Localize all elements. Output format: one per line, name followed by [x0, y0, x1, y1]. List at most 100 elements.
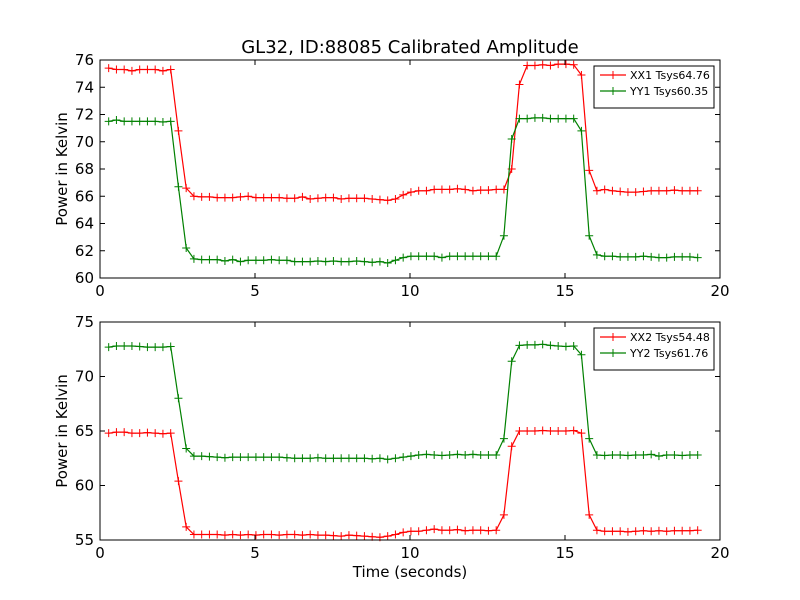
data-point — [530, 61, 539, 70]
data-point — [662, 450, 671, 459]
data-point — [561, 427, 570, 435]
data-point — [414, 252, 423, 261]
data-point — [430, 252, 439, 261]
x-tick-label: 5 — [250, 282, 260, 300]
data-point — [647, 252, 656, 261]
data-point — [546, 341, 555, 350]
x-tick-label: 10 — [400, 544, 419, 562]
data-point — [368, 258, 377, 267]
data-point — [484, 186, 493, 195]
data-point — [120, 117, 129, 126]
data-point — [166, 342, 175, 351]
data-point — [290, 194, 299, 203]
data-point — [127, 66, 136, 75]
data-point — [523, 340, 532, 349]
data-point — [693, 253, 702, 262]
data-point — [538, 340, 547, 349]
data-point — [259, 530, 268, 539]
data-point — [236, 257, 245, 266]
data-point — [492, 252, 501, 261]
data-point — [360, 194, 369, 203]
data-point — [151, 343, 160, 352]
data-point — [608, 527, 617, 536]
data-point — [104, 343, 113, 352]
data-point — [492, 185, 501, 194]
data-point — [135, 65, 144, 74]
data-point — [368, 454, 377, 463]
data-point — [251, 453, 260, 462]
data-point — [337, 194, 346, 203]
data-point — [507, 442, 516, 451]
data-point — [151, 117, 160, 126]
data-point — [670, 450, 679, 459]
data-point — [530, 427, 539, 435]
data-point — [600, 527, 609, 536]
data-point — [647, 527, 656, 536]
data-point — [197, 255, 206, 264]
data-point — [236, 453, 245, 462]
legend-entry: XX2 Tsys54.48 — [630, 331, 710, 344]
data-point — [282, 194, 291, 203]
data-point — [337, 257, 346, 266]
data-point — [468, 526, 477, 535]
data-point — [445, 450, 454, 459]
data-point — [189, 254, 198, 263]
data-point — [592, 526, 601, 535]
data-point — [290, 454, 299, 463]
data-point — [507, 135, 516, 144]
data-point — [313, 453, 322, 462]
bottom-legend: XX2 Tsys54.48 YY2 Tsys61.76 — [593, 327, 715, 371]
data-point — [693, 450, 702, 459]
data-point — [213, 453, 222, 462]
data-point — [445, 252, 454, 261]
data-point — [158, 66, 167, 75]
data-point — [468, 450, 477, 459]
data-point — [577, 429, 586, 438]
data-point — [639, 252, 648, 261]
data-point — [375, 454, 384, 463]
x-axis-label: Time (seconds) — [352, 563, 468, 581]
data-point — [228, 193, 237, 202]
data-point — [422, 526, 431, 535]
data-point — [639, 187, 648, 196]
data-point — [422, 252, 431, 261]
data-point — [220, 531, 229, 540]
data-point — [600, 185, 609, 194]
data-point — [344, 257, 353, 266]
data-point — [414, 450, 423, 459]
data-point — [623, 252, 632, 261]
data-point — [399, 528, 408, 537]
data-point — [530, 113, 539, 122]
data-point — [275, 453, 284, 462]
data-point — [391, 256, 400, 265]
data-point — [685, 186, 694, 195]
y-tick-label: 60 — [75, 269, 94, 287]
data-point — [391, 194, 400, 203]
data-point — [135, 429, 144, 438]
data-point — [166, 65, 175, 74]
data-point — [445, 526, 454, 535]
legend-swatch-marker — [609, 333, 617, 341]
y-tick-label: 74 — [75, 78, 94, 96]
legend-swatch-marker — [609, 71, 617, 79]
data-point — [631, 450, 640, 459]
data-point — [321, 531, 330, 540]
data-point — [678, 451, 687, 460]
data-point — [616, 527, 625, 536]
data-point — [352, 256, 361, 265]
x-tick-label: 10 — [400, 282, 419, 300]
data-point — [383, 196, 392, 205]
y-tick-label: 62 — [75, 242, 94, 260]
data-point — [143, 343, 152, 352]
data-point — [251, 531, 260, 540]
data-point — [174, 182, 183, 191]
data-point — [174, 394, 183, 403]
data-point — [437, 451, 446, 460]
data-point — [360, 257, 369, 266]
data-point — [546, 427, 555, 435]
data-point — [592, 450, 601, 459]
data-point — [182, 444, 191, 453]
data-point — [654, 186, 663, 195]
data-point — [616, 252, 625, 261]
data-point — [383, 455, 392, 464]
